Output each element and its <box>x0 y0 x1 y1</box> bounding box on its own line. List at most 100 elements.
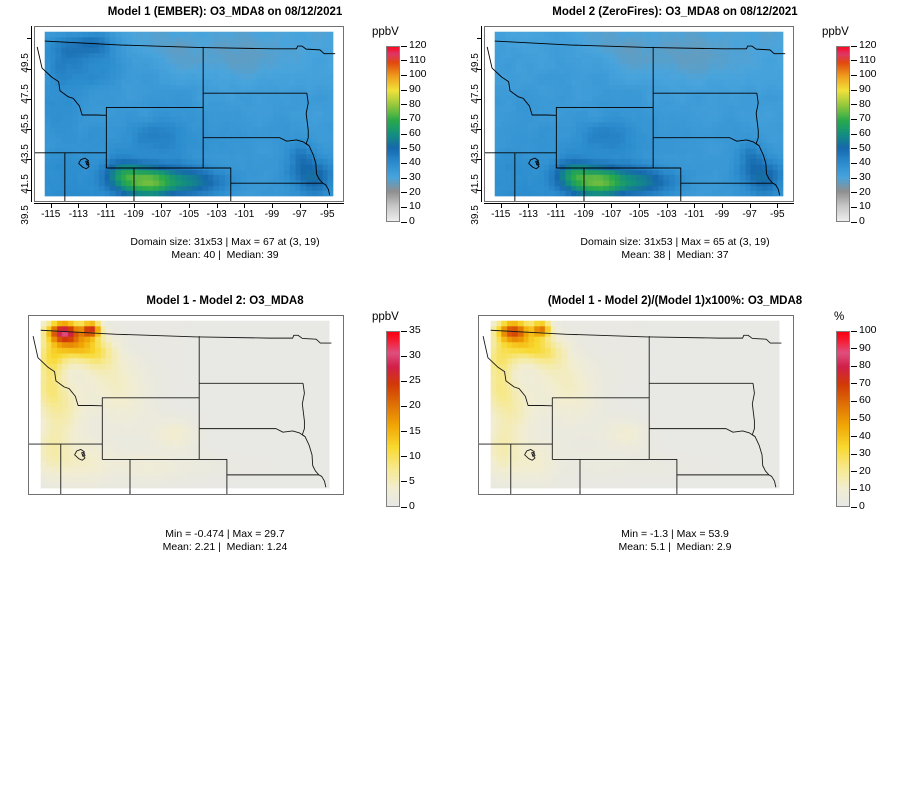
y-axis-tick-label: 45.5 <box>19 114 31 134</box>
colorbar-tick-label: 10 <box>859 200 871 213</box>
x-axis-tick-label: -109 <box>573 209 594 220</box>
colorbar-tick-label: 0 <box>409 215 415 227</box>
y-axis-tick-label: 43.5 <box>469 144 481 164</box>
y-axis-tick-label: 39.5 <box>19 204 31 225</box>
x-axis-tick <box>216 203 218 208</box>
colorbar-tick <box>851 74 857 76</box>
colorbar-tick <box>851 330 857 332</box>
colorbar-tick <box>401 355 407 357</box>
colorbar-tick-label: 20 <box>859 185 871 198</box>
state-boundaries-overlay <box>485 27 793 201</box>
subtitle-line-2: Mean: 2.21 | Median: 1.24 <box>162 540 288 553</box>
colorbar-percent: % 0 10 20 30 40 50 60 70 80 90 100 <box>820 305 898 512</box>
map-plot-area <box>484 26 794 202</box>
x-axis-line <box>484 203 794 204</box>
colorbar-tick <box>851 471 857 473</box>
colorbar-tick <box>851 506 857 508</box>
y-axis-tick <box>27 98 32 100</box>
colorbar-unit-label: ppbV <box>372 26 399 38</box>
colorbar-tick <box>401 133 407 135</box>
subtitle-line-2: Mean: 40 | Median: 39 <box>171 248 279 261</box>
colorbar <box>370 594 448 794</box>
colorbar-tick <box>401 481 407 483</box>
colorbar-tick <box>851 400 857 402</box>
colorbar-tick <box>851 162 857 164</box>
x-axis-tick <box>583 203 585 208</box>
panel-title: Model 1 (EMBER): O3_MDA8 on 08/12/2021 <box>107 6 343 18</box>
colorbar-tick-label: 120 <box>859 39 877 51</box>
panel-title: Model 2 (ZeroFires): O3_MDA8 on 08/12/20… <box>552 6 798 18</box>
colorbar-tick-label: 0 <box>859 215 865 227</box>
difference-raster <box>29 316 343 494</box>
x-axis-tick <box>528 203 530 208</box>
colorbar: ppbV 0 10 20 30 40 50 60 70 80 90 100 110 120 <box>370 20 448 227</box>
x-axis-tick-label: -95 <box>770 209 785 220</box>
colorbar-tick <box>401 89 407 91</box>
colorbar-gradient <box>386 331 400 507</box>
colorbar-tick <box>401 206 407 208</box>
colorbar-tick-label: 90 <box>409 83 421 95</box>
x-axis-tick <box>777 203 779 208</box>
subtitle-line-2: Mean: 5.1 | Median: 2.9 <box>618 540 732 553</box>
x-axis-tick <box>694 203 696 208</box>
x-axis-tick <box>133 203 135 208</box>
y-axis-tick <box>477 189 482 191</box>
colorbar-tick-label: 50 <box>409 141 421 154</box>
colorbar-tick-label: 70 <box>409 112 421 125</box>
colorbar-tick <box>401 162 407 164</box>
colorbar: ppbV 0 10 20 30 40 50 60 70 80 90 100 110 120 <box>820 20 898 227</box>
colorbar-tick-label: 30 <box>409 171 421 183</box>
colorbar-tick-label: 30 <box>409 349 421 362</box>
panel-percent-difference: (Model 1 - Model 2)/(Model 1)x100%: O3_M… <box>450 289 900 579</box>
colorbar-tick-label: 5 <box>409 474 415 487</box>
x-axis: -115 -113 -111 -109 -107 -105 -103 -101 -99 -97 -9… <box>484 203 794 225</box>
x-axis-tick <box>749 203 751 208</box>
colorbar-tick <box>401 506 407 508</box>
state-boundaries-overlay <box>479 316 793 494</box>
x-axis-tick <box>639 203 640 208</box>
x-axis: -115 -113 -111 -109 -107 -105 -103 -101 -99 -97 -9… <box>34 203 344 225</box>
colorbar-tick-label: 50 <box>859 412 871 424</box>
colorbar-tick-label: 80 <box>859 97 871 110</box>
subtitle-line-1: Domain size: 31x53 | Max = 65 at (3, 19) <box>580 236 770 248</box>
colorbar-tick-label: 10 <box>409 200 421 213</box>
x-axis-tick-label: -103 <box>656 209 677 220</box>
x-axis-tick <box>666 203 668 208</box>
panel-title: Model 1 - Model 2: O3_MDA8 <box>146 295 304 307</box>
x-axis-tick-label: -115 <box>41 209 61 220</box>
state-boundaries-overlay <box>29 316 343 494</box>
colorbar-tick <box>851 89 857 91</box>
y-axis-tick-label: 43.5 <box>19 144 31 164</box>
x-axis-tick-label: -97 <box>292 209 307 220</box>
map-plot-area <box>478 315 794 495</box>
x-axis-tick <box>611 203 613 208</box>
colorbar-tick <box>401 456 407 458</box>
x-axis-tick <box>50 203 52 208</box>
x-axis-tick-label: -113 <box>518 209 538 220</box>
panel-title: (Model 1 - Model 2)/(Model 1)x100%: O3_M… <box>547 295 803 307</box>
x-axis-tick <box>721 203 723 208</box>
x-axis-tick-label: -95 <box>320 209 335 220</box>
colorbar-tick <box>851 177 857 179</box>
x-axis-tick-label: -111 <box>96 209 116 220</box>
colorbar-tick-label: 25 <box>409 374 421 387</box>
y-axis-tick <box>477 129 482 131</box>
y-axis-tick-label: 41.5 <box>19 174 31 195</box>
colorbar-tick <box>851 418 857 420</box>
x-axis-tick-label: -113 <box>68 209 88 220</box>
y-axis-tick-label: 41.5 <box>469 174 481 195</box>
subtitle-line-1: Min = -0.474 | Max = 29.7 <box>165 528 285 540</box>
colorbar-tick-label: 40 <box>859 429 871 442</box>
map-plot-area <box>28 315 344 495</box>
colorbar-tick <box>851 60 857 62</box>
colorbar-tick-label: 50 <box>859 141 871 154</box>
colorbar-tick <box>401 177 407 179</box>
x-axis-tick <box>189 203 190 208</box>
colorbar-gradient <box>386 46 400 222</box>
colorbar-unit-label: ppbV <box>822 26 849 38</box>
colorbar-tick <box>401 431 407 433</box>
x-axis-tick-label: -109 <box>123 209 144 220</box>
x-axis-tick <box>78 203 80 208</box>
y-axis-tick-label: 39.5 <box>469 204 481 225</box>
colorbar-tick-label: 70 <box>859 376 871 389</box>
